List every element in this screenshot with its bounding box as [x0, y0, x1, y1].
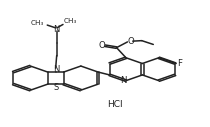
Text: N: N [120, 76, 127, 85]
Text: HCl: HCl [107, 100, 122, 109]
Text: CH₃: CH₃ [64, 18, 77, 24]
Text: CH₃: CH₃ [31, 20, 45, 26]
Text: N: N [54, 65, 60, 74]
Text: O: O [127, 37, 134, 46]
Text: S: S [53, 83, 58, 92]
Text: F: F [177, 59, 182, 68]
Text: N: N [54, 25, 60, 34]
Text: O: O [99, 41, 105, 50]
